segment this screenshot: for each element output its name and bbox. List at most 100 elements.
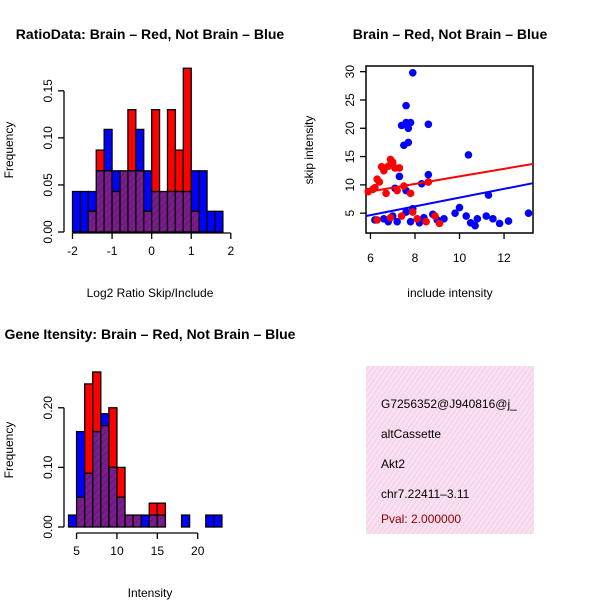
bar-overlap [143, 210, 153, 233]
bar-not-brain [143, 170, 153, 212]
x-tick-label: 20 [191, 544, 205, 558]
point-not-brain [471, 221, 479, 230]
bar-not-brain [75, 430, 86, 498]
bar-overlap [92, 430, 102, 528]
info-line-id: G7256352@J940816@j_ [381, 397, 517, 411]
bar-overlap [111, 190, 121, 233]
bar-overlap [166, 190, 177, 233]
x-axis-label: include intensity [407, 286, 492, 300]
point-not-brain [406, 217, 415, 226]
point-brain [382, 189, 390, 198]
chart-title: Gene Itensity: Brain – Red, Not Brain – … [5, 326, 296, 342]
bar-not-brain [206, 210, 216, 233]
x-tick-label: 2 [227, 244, 234, 258]
fit-line-not-brain [365, 182, 534, 217]
info-clip-mask [534, 395, 600, 415]
info-line-location: chr7.22411–3.11 [381, 487, 470, 501]
point-brain [406, 189, 415, 198]
bar-brain [150, 108, 161, 193]
y-tick-label: 0.10 [41, 126, 55, 150]
bar-overlap [124, 514, 134, 528]
y-axis-label: Frequency [2, 422, 16, 479]
bar-not-brain [140, 514, 150, 528]
point-brain [422, 217, 430, 226]
info-background [366, 366, 534, 534]
point-brain [408, 208, 417, 216]
y-axis-label: skip intensity [302, 116, 316, 185]
y-tick-label: 10 [343, 178, 357, 192]
bar-not-brain [213, 514, 223, 528]
bar-overlap [116, 496, 126, 528]
bar-overlap [190, 210, 200, 233]
info-panel: G7256352@J940816@j_ altCassette Akt2 chr… [366, 366, 534, 534]
x-tick-label: 15 [151, 544, 165, 558]
bar-brain [166, 108, 177, 193]
x-axis-label: Intensity [128, 586, 173, 600]
point-not-brain [464, 151, 473, 159]
point-not-brain [406, 118, 415, 127]
y-tick-label: 0.15 [41, 79, 55, 103]
bar-overlap [84, 472, 94, 528]
info-line-type: altCassette [381, 427, 441, 441]
bar-not-brain [103, 128, 113, 172]
point-not-brain [402, 101, 410, 110]
bar-brain [148, 502, 158, 516]
axes: 5 10 15 20 0.00 0.10 0.20 [41, 396, 205, 558]
x-tick-label: 1 [188, 244, 195, 258]
bar-brain [127, 108, 137, 172]
bar-not-brain [111, 170, 121, 193]
bar-brain [174, 149, 184, 193]
point-brain [373, 216, 381, 224]
bar-brain [95, 149, 105, 172]
point-brain [431, 212, 439, 220]
x-tick-label: 5 [73, 544, 80, 558]
point-not-brain [408, 68, 417, 77]
y-tick-label: 5 [343, 210, 357, 217]
chart-title: Brain – Red, Not Brain – Blue [353, 26, 548, 42]
point-not-brain [489, 215, 497, 223]
x-tick-label: 0 [148, 244, 155, 258]
point-not-brain [424, 170, 433, 179]
bar-not-brain [100, 413, 110, 427]
point-brain [393, 186, 401, 195]
bars [71, 67, 224, 233]
y-tick-label: 0.00 [41, 220, 55, 244]
y-tick-label: 0.20 [41, 396, 55, 420]
y-tick-label: 30 [343, 65, 357, 79]
bar-not-brain [198, 170, 208, 233]
fit-line-brain [365, 162, 534, 194]
bar-overlap [135, 170, 145, 233]
point-brain [435, 219, 444, 228]
x-tick-label: -2 [67, 244, 78, 258]
bar-not-brain [180, 514, 191, 528]
bar-overlap [158, 190, 169, 233]
axes: -2 -1 0 1 2 0.00 0.05 0.10 0.15 [41, 79, 234, 258]
bar-not-brain [135, 128, 145, 172]
marks [364, 68, 534, 230]
bar-overlap [100, 425, 110, 528]
point-brain [386, 213, 395, 222]
bar-not-brain [71, 190, 82, 233]
bar-overlap [132, 514, 142, 528]
y-tick-label: 0.05 [41, 173, 55, 197]
y-tick-label: 20 [343, 121, 357, 135]
bar-overlap [174, 190, 184, 233]
y-tick-label: 0.10 [41, 455, 55, 479]
point-not-brain [451, 209, 459, 217]
x-tick-label: -1 [107, 244, 118, 258]
bar-brain [92, 371, 102, 433]
bar-overlap [156, 514, 167, 528]
point-not-brain [395, 172, 404, 181]
bar-not-brain [205, 514, 215, 528]
plot-box [365, 65, 534, 234]
x-axis-label: Log2 Ratio Skip/Include [87, 286, 214, 300]
x-tick-label: 6 [367, 251, 374, 265]
point-not-brain [393, 217, 401, 226]
y-axis-label: Frequency [2, 122, 16, 179]
y-tick-label: 15 [343, 150, 357, 164]
point-not-brain [455, 203, 464, 212]
point-not-brain [524, 209, 533, 217]
bar-not-brain [190, 170, 200, 212]
panel-scatter: Brain – Red, Not Brain – Blue 6 8 10 12 5 10 1… [302, 26, 547, 300]
